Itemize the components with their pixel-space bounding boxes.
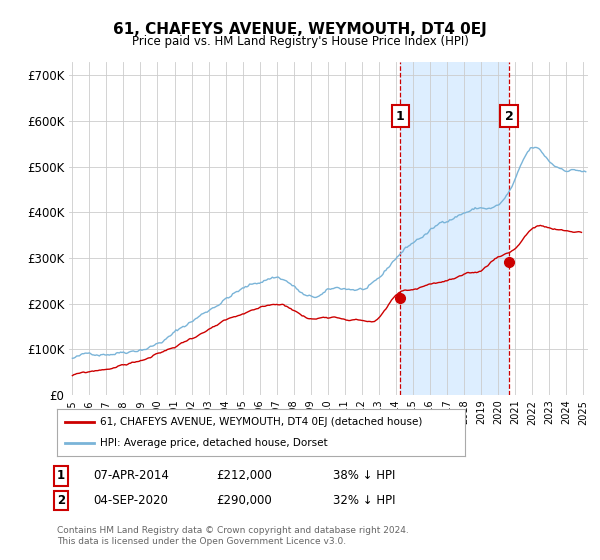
Text: 07-APR-2014: 07-APR-2014 [93, 469, 169, 482]
Text: 32% ↓ HPI: 32% ↓ HPI [333, 494, 395, 507]
Text: 61, CHAFEYS AVENUE, WEYMOUTH, DT4 0EJ (detached house): 61, CHAFEYS AVENUE, WEYMOUTH, DT4 0EJ (d… [100, 417, 422, 427]
Text: 2: 2 [505, 110, 514, 123]
Bar [400, 62, 509, 395]
Text: 1: 1 [57, 469, 65, 482]
Text: £290,000: £290,000 [216, 494, 272, 507]
Text: Price paid vs. HM Land Registry's House Price Index (HPI): Price paid vs. HM Land Registry's House … [131, 35, 469, 48]
Text: HPI: Average price, detached house, Dorset: HPI: Average price, detached house, Dors… [100, 438, 328, 448]
Text: Contains HM Land Registry data © Crown copyright and database right 2024.
This d: Contains HM Land Registry data © Crown c… [57, 526, 409, 546]
Text: 61, CHAFEYS AVENUE, WEYMOUTH, DT4 0EJ: 61, CHAFEYS AVENUE, WEYMOUTH, DT4 0EJ [113, 22, 487, 38]
Text: 1: 1 [396, 110, 404, 123]
Text: 38% ↓ HPI: 38% ↓ HPI [333, 469, 395, 482]
Text: 2: 2 [57, 494, 65, 507]
Text: £212,000: £212,000 [216, 469, 272, 482]
Text: 04-SEP-2020: 04-SEP-2020 [93, 494, 168, 507]
